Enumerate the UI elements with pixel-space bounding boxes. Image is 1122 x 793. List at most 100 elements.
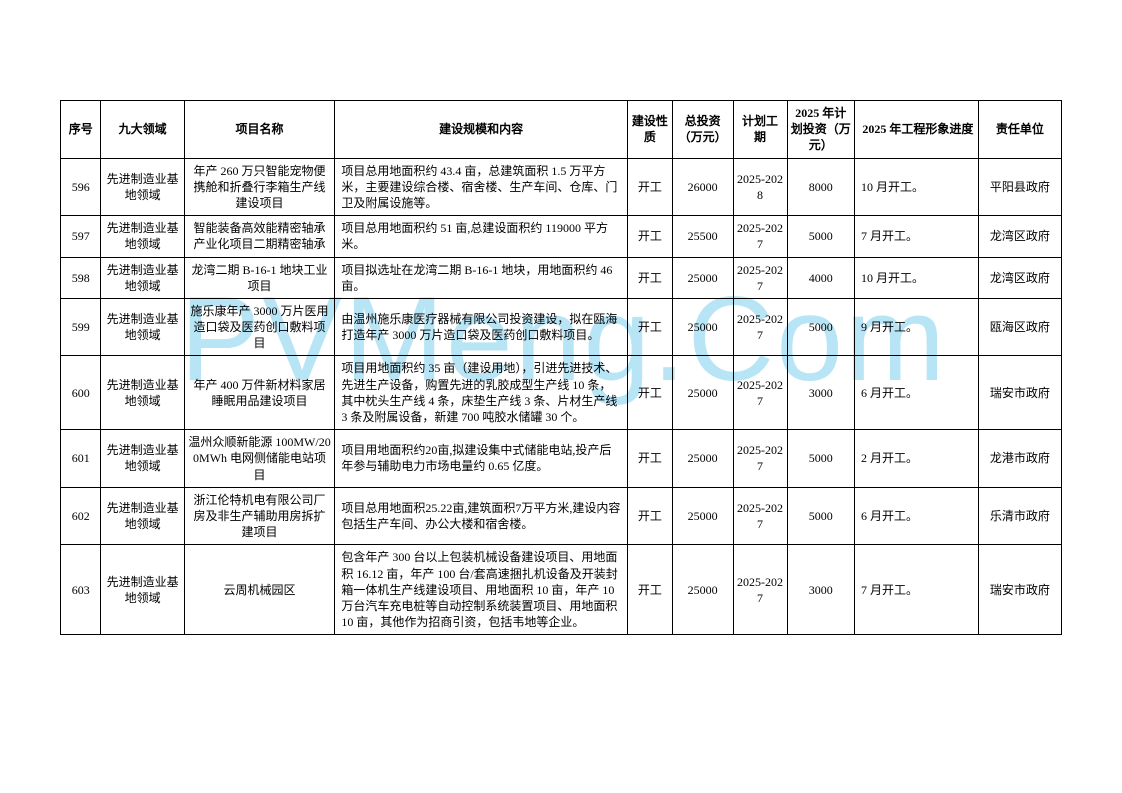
table-cell: 开工 bbox=[627, 356, 672, 430]
col-content: 建设规模和内容 bbox=[335, 101, 627, 159]
table-cell: 600 bbox=[61, 356, 101, 430]
table-cell: 先进制造业基地领域 bbox=[101, 216, 184, 257]
table-cell: 施乐康年产 3000 万片医用造口袋及医药创口敷料项目 bbox=[184, 298, 335, 356]
table-cell: 年产 260 万只智能宠物便携舱和折叠行李箱生产线建设项目 bbox=[184, 158, 335, 216]
table-cell: 包含年产 300 台以上包装机械设备建设项目、用地面积 16.12 亩，年产 1… bbox=[335, 545, 627, 635]
table-cell: 智能装备高效能精密轴承产业化项目二期精密轴承 bbox=[184, 216, 335, 257]
table-cell: 瓯海区政府 bbox=[978, 298, 1061, 356]
table-row: 599先进制造业基地领域施乐康年产 3000 万片医用造口袋及医药创口敷料项目由… bbox=[61, 298, 1062, 356]
table-cell: 10 月开工。 bbox=[855, 257, 979, 298]
table-cell: 开工 bbox=[627, 430, 672, 488]
table-cell: 瑞安市政府 bbox=[978, 356, 1061, 430]
table-cell: 8000 bbox=[787, 158, 854, 216]
col-seq: 序号 bbox=[61, 101, 101, 159]
table-cell: 25000 bbox=[672, 257, 733, 298]
table-cell: 开工 bbox=[627, 216, 672, 257]
table-cell: 项目用地面积约 35 亩（建设用地），引进先进技术、先进生产设备，购置先进的乳胶… bbox=[335, 356, 627, 430]
table-row: 596先进制造业基地领域年产 260 万只智能宠物便携舱和折叠行李箱生产线建设项… bbox=[61, 158, 1062, 216]
table-cell: 龙港市政府 bbox=[978, 430, 1061, 488]
table-cell: 项目总用地面积约 51 亩,总建设面积约 119000 平方米。 bbox=[335, 216, 627, 257]
table-cell: 年产 400 万件新材料家居睡眠用品建设项目 bbox=[184, 356, 335, 430]
table-cell: 2025-2027 bbox=[733, 298, 787, 356]
table-cell: 25000 bbox=[672, 356, 733, 430]
col-resp: 责任单位 bbox=[978, 101, 1061, 159]
table-cell: 26000 bbox=[672, 158, 733, 216]
table-cell: 597 bbox=[61, 216, 101, 257]
table-cell: 3000 bbox=[787, 356, 854, 430]
table-cell: 2 月开工。 bbox=[855, 430, 979, 488]
table-cell: 平阳县政府 bbox=[978, 158, 1061, 216]
table-cell: 598 bbox=[61, 257, 101, 298]
table-cell: 先进制造业基地领域 bbox=[101, 257, 184, 298]
table-cell: 3000 bbox=[787, 545, 854, 635]
table-row: 600先进制造业基地领域年产 400 万件新材料家居睡眠用品建设项目项目用地面积… bbox=[61, 356, 1062, 430]
table-cell: 2025-2027 bbox=[733, 356, 787, 430]
col-nature: 建设性质 bbox=[627, 101, 672, 159]
table-cell: 浙江伦特机电有限公司厂房及非生产辅助用房拆扩建项目 bbox=[184, 487, 335, 545]
table-cell: 2025-2027 bbox=[733, 216, 787, 257]
table-cell: 25500 bbox=[672, 216, 733, 257]
col-name: 项目名称 bbox=[184, 101, 335, 159]
table-cell: 瑞安市政府 bbox=[978, 545, 1061, 635]
table-cell: 由温州施乐康医疗器械有限公司投资建设，拟在瓯海打造年产 3000 万片造口袋及医… bbox=[335, 298, 627, 356]
table-cell: 2025-2027 bbox=[733, 545, 787, 635]
table-cell: 7 月开工。 bbox=[855, 545, 979, 635]
table-cell: 2025-2027 bbox=[733, 257, 787, 298]
col-period: 计划工期 bbox=[733, 101, 787, 159]
table-cell: 25000 bbox=[672, 487, 733, 545]
table-cell: 开工 bbox=[627, 545, 672, 635]
table-cell: 云周机械园区 bbox=[184, 545, 335, 635]
table-cell: 6 月开工。 bbox=[855, 356, 979, 430]
table-row: 602先进制造业基地领域浙江伦特机电有限公司厂房及非生产辅助用房拆扩建项目项目总… bbox=[61, 487, 1062, 545]
table-cell: 乐清市政府 bbox=[978, 487, 1061, 545]
table-cell: 5000 bbox=[787, 216, 854, 257]
table-cell: 5000 bbox=[787, 487, 854, 545]
table-cell: 10 月开工。 bbox=[855, 158, 979, 216]
table-cell: 龙湾区政府 bbox=[978, 257, 1061, 298]
table-cell: 25000 bbox=[672, 545, 733, 635]
table-cell: 601 bbox=[61, 430, 101, 488]
table-cell: 4000 bbox=[787, 257, 854, 298]
table-cell: 603 bbox=[61, 545, 101, 635]
table-cell: 7 月开工。 bbox=[855, 216, 979, 257]
project-table: 序号 九大领域 项目名称 建设规模和内容 建设性质 总投资（万元） 计划工期 2… bbox=[60, 100, 1062, 635]
table-cell: 6 月开工。 bbox=[855, 487, 979, 545]
table-cell: 5000 bbox=[787, 298, 854, 356]
table-cell: 先进制造业基地领域 bbox=[101, 545, 184, 635]
table-cell: 开工 bbox=[627, 487, 672, 545]
table-cell: 596 bbox=[61, 158, 101, 216]
table-row: 603先进制造业基地领域云周机械园区包含年产 300 台以上包装机械设备建设项目… bbox=[61, 545, 1062, 635]
table-cell: 项目总用地面积约 43.4 亩，总建筑面积 1.5 万平方米，主要建设综合楼、宿… bbox=[335, 158, 627, 216]
table-cell: 先进制造业基地领域 bbox=[101, 298, 184, 356]
table-cell: 开工 bbox=[627, 298, 672, 356]
col-total: 总投资（万元） bbox=[672, 101, 733, 159]
table-cell: 温州众顺新能源 100MW/200MWh 电网侧储能电站项目 bbox=[184, 430, 335, 488]
table-cell: 25000 bbox=[672, 298, 733, 356]
table-cell: 项目总用地面积25.22亩,建筑面积7万平方米,建设内容包括生产车间、办公大楼和… bbox=[335, 487, 627, 545]
table-cell: 先进制造业基地领域 bbox=[101, 487, 184, 545]
table-cell: 2025-2027 bbox=[733, 487, 787, 545]
table-cell: 开工 bbox=[627, 158, 672, 216]
table-cell: 25000 bbox=[672, 430, 733, 488]
table-cell: 龙湾区政府 bbox=[978, 216, 1061, 257]
table-cell: 2025-2028 bbox=[733, 158, 787, 216]
table-cell: 先进制造业基地领域 bbox=[101, 158, 184, 216]
table-cell: 龙湾二期 B-16-1 地块工业项目 bbox=[184, 257, 335, 298]
table-cell: 599 bbox=[61, 298, 101, 356]
table-cell: 项目拟选址在龙湾二期 B-16-1 地块，用地面积约 46 亩。 bbox=[335, 257, 627, 298]
table-row: 598先进制造业基地领域龙湾二期 B-16-1 地块工业项目项目拟选址在龙湾二期… bbox=[61, 257, 1062, 298]
table-cell: 项目用地面积约20亩,拟建设集中式储能电站,投产后年参与辅助电力市场电量约 0.… bbox=[335, 430, 627, 488]
table-cell: 2025-2027 bbox=[733, 430, 787, 488]
table-cell: 9 月开工。 bbox=[855, 298, 979, 356]
col-plan: 2025 年计划投资（万元） bbox=[787, 101, 854, 159]
table-cell: 先进制造业基地领域 bbox=[101, 430, 184, 488]
table-cell: 开工 bbox=[627, 257, 672, 298]
col-domain: 九大领域 bbox=[101, 101, 184, 159]
col-progress: 2025 年工程形象进度 bbox=[855, 101, 979, 159]
table-cell: 5000 bbox=[787, 430, 854, 488]
table-header-row: 序号 九大领域 项目名称 建设规模和内容 建设性质 总投资（万元） 计划工期 2… bbox=[61, 101, 1062, 159]
table-cell: 602 bbox=[61, 487, 101, 545]
table-row: 597先进制造业基地领域智能装备高效能精密轴承产业化项目二期精密轴承项目总用地面… bbox=[61, 216, 1062, 257]
table-cell: 先进制造业基地领域 bbox=[101, 356, 184, 430]
table-row: 601先进制造业基地领域温州众顺新能源 100MW/200MWh 电网侧储能电站… bbox=[61, 430, 1062, 488]
